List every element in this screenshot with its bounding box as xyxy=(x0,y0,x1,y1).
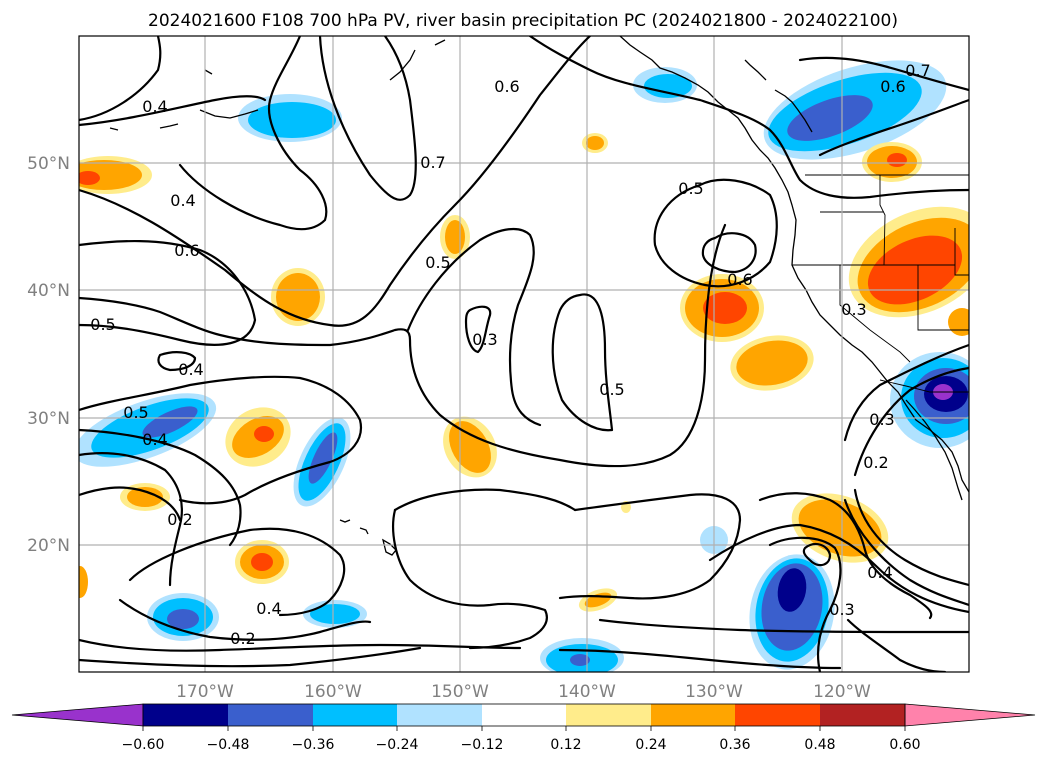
colorbar-tick-label: 0.36 xyxy=(719,737,750,753)
contour-label: 0.3 xyxy=(869,410,894,429)
colorbar-tick-label: −0.48 xyxy=(207,737,250,753)
colorbar-bin xyxy=(651,704,735,726)
colorbar-bin xyxy=(820,704,905,726)
longitude-labels: 170°W 160°W 150°W 140°W 130°W 120°W xyxy=(176,682,871,702)
lat-label: 20°N xyxy=(27,536,70,556)
colorbar-extend-high xyxy=(904,703,1036,727)
lon-label: 120°W xyxy=(813,682,871,702)
contour-label: 0.4 xyxy=(170,191,195,210)
contour-label: 0.4 xyxy=(867,563,892,582)
colorbar-bin xyxy=(228,704,313,726)
lon-label: 140°W xyxy=(558,682,616,702)
contour-label: 0.5 xyxy=(425,253,450,272)
colorbar-tick-label: 0.24 xyxy=(635,737,666,753)
contour-label: 0.5 xyxy=(123,403,148,422)
colorbar-tick-label: −0.24 xyxy=(376,737,419,753)
contour-label: 0.4 xyxy=(142,97,167,116)
contour-label: 0.6 xyxy=(174,241,199,260)
colorbar-tick-label: 0.48 xyxy=(804,737,835,753)
map-title: 2024021600 F108 700 hPa PV, river basin … xyxy=(148,11,898,31)
borders xyxy=(792,174,969,393)
lon-label: 170°W xyxy=(176,682,234,702)
colorbar-tick-label: −0.60 xyxy=(122,737,165,753)
contour-label: 0.6 xyxy=(727,270,752,289)
contour-label: 0.5 xyxy=(678,179,703,198)
map-area: 0.4 0.6 0.7 0.7 0.6 0.4 0.6 0.5 0.5 0.5 … xyxy=(79,36,969,672)
colorbar-tick-label: 0.12 xyxy=(550,737,581,753)
contour-label: 0.3 xyxy=(841,300,866,319)
colorbar-tick-label: −0.36 xyxy=(292,737,335,753)
contour-label: 0.7 xyxy=(420,153,445,172)
contour-label: 0.7 xyxy=(905,61,930,80)
colorbar-tick-label: −0.12 xyxy=(461,737,504,753)
lat-label: 30°N xyxy=(27,409,70,429)
contour-label: 0.5 xyxy=(90,315,115,334)
contour-label: 0.3 xyxy=(472,330,497,349)
colorbar-bin xyxy=(397,704,482,726)
lat-label: 40°N xyxy=(27,281,70,301)
precip-shading xyxy=(79,60,969,672)
colorbar-tick-label: 0.60 xyxy=(889,737,920,753)
contour-label: 0.5 xyxy=(599,380,624,399)
colorbar-extend-low xyxy=(11,703,144,727)
contour-labels: 0.4 0.6 0.7 0.7 0.6 0.4 0.6 0.5 0.5 0.5 … xyxy=(90,61,930,648)
contour-label: 0.4 xyxy=(256,599,281,618)
map-frame xyxy=(78,35,970,673)
contour-label: 0.2 xyxy=(230,629,255,648)
colorbar-bin xyxy=(566,704,651,726)
colorbar: −0.60 −0.48 −0.36 −0.24 −0.12 0.12 0.24 … xyxy=(11,703,1036,753)
lat-label: 50°N xyxy=(27,154,70,174)
latitude-labels: 50°N 40°N 30°N 20°N xyxy=(27,154,70,556)
lon-label: 150°W xyxy=(431,682,489,702)
colorbar-bin xyxy=(735,704,820,726)
lon-label: 130°W xyxy=(685,682,743,702)
contour-label: 0.2 xyxy=(167,510,192,529)
coastlines xyxy=(109,36,969,556)
contour-label: 0.6 xyxy=(494,77,519,96)
colorbar-bin xyxy=(482,704,566,726)
contour-label: 0.4 xyxy=(178,360,203,379)
contour-label: 0.3 xyxy=(829,600,854,619)
contour-label: 0.2 xyxy=(863,453,888,472)
colorbar-bin xyxy=(143,704,228,726)
contour-label: 0.4 xyxy=(142,430,167,449)
lon-label: 160°W xyxy=(304,682,362,702)
contour-label: 0.6 xyxy=(880,77,905,96)
colorbar-bin xyxy=(313,704,397,726)
pv-contours xyxy=(79,36,969,672)
